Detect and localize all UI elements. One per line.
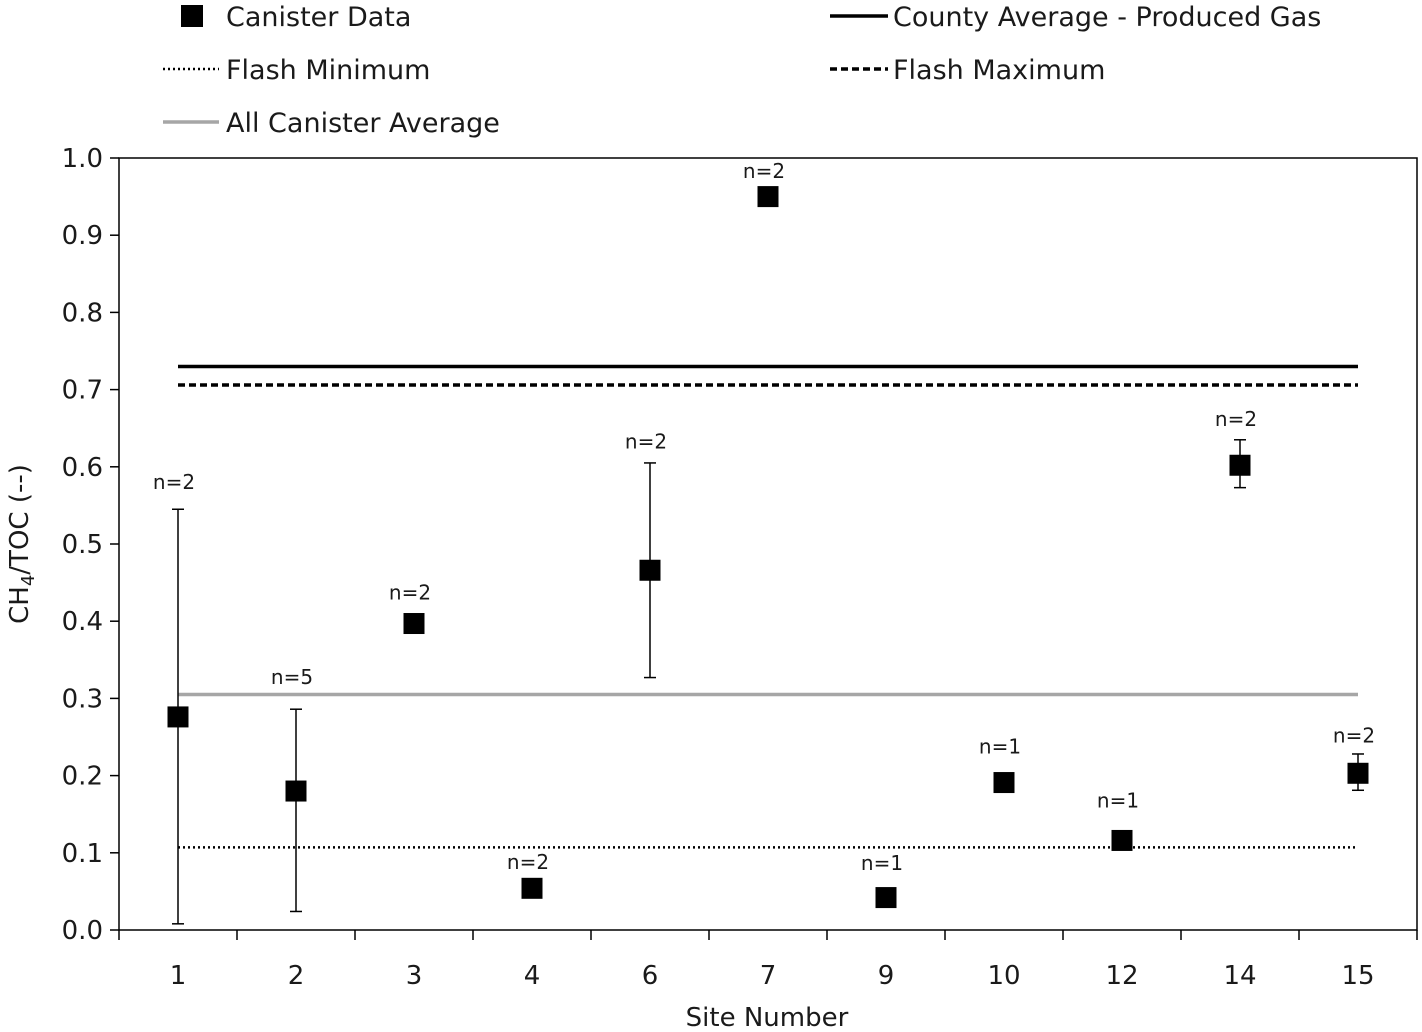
data-point-site-14 bbox=[1229, 454, 1251, 476]
x-tick-label: 4 bbox=[524, 961, 541, 991]
legend-item-flash-minimum: Flash Minimum bbox=[163, 55, 430, 86]
data-point-site-1 bbox=[167, 706, 189, 728]
y-tick-label: 0.3 bbox=[62, 684, 103, 714]
x-axis: 1 2 3 4 6 7 9 10 12 14 15 bbox=[118, 930, 1418, 991]
y-tick-label: 0.6 bbox=[62, 453, 103, 483]
error-bars bbox=[172, 439, 1364, 925]
n-label-site-3: n=2 bbox=[389, 581, 431, 605]
data-point-site-10 bbox=[993, 772, 1015, 794]
y-tick-label: 0.4 bbox=[62, 607, 103, 637]
legend-label: Flash Minimum bbox=[226, 55, 430, 86]
legend-label: County Average - Produced Gas bbox=[893, 2, 1321, 33]
data-point-site-4 bbox=[521, 877, 543, 899]
x-tick-label: 12 bbox=[1105, 961, 1138, 991]
n-label-site-14: n=2 bbox=[1215, 407, 1257, 431]
n-label-site-2: n=5 bbox=[271, 665, 313, 689]
n-label-site-15: n=2 bbox=[1333, 723, 1375, 747]
legend-label: All Canister Average bbox=[226, 108, 500, 139]
legend-item-all-canister-average: All Canister Average bbox=[163, 108, 500, 139]
x-tick-label: 9 bbox=[878, 961, 895, 991]
n-label-site-7: n=2 bbox=[743, 159, 785, 183]
legend-item-flash-maximum: Flash Maximum bbox=[830, 55, 1105, 86]
n-label-site-1: n=2 bbox=[153, 470, 195, 494]
data-point-site-15 bbox=[1347, 762, 1369, 784]
y-axis-title-main: CH bbox=[5, 586, 35, 624]
y-axis: 0.0 0.1 0.2 0.3 0.4 0.5 0.6 0.7 0.8 0.9 1.0 bbox=[62, 144, 119, 946]
x-tick-label: 3 bbox=[406, 961, 423, 991]
n-label-site-4: n=2 bbox=[507, 850, 549, 874]
legend-label: Canister Data bbox=[226, 2, 411, 33]
x-tick-label: 2 bbox=[288, 961, 305, 991]
data-points bbox=[167, 186, 1369, 909]
y-tick-label: 0.7 bbox=[62, 376, 103, 406]
sample-count-labels: n=2 n=5 n=2 n=2 n=2 n=2 n=1 n=1 n=1 n=2 n=2 bbox=[153, 159, 1375, 875]
plot-area-frame bbox=[118, 157, 1418, 931]
x-tick-label: 7 bbox=[760, 961, 777, 991]
legend: Canister Data County Average - Produced … bbox=[163, 2, 1321, 139]
data-point-site-12 bbox=[1111, 829, 1133, 851]
y-axis-title-subscript: 4 bbox=[18, 575, 39, 586]
legend-item-county-average: County Average - Produced Gas bbox=[830, 2, 1321, 33]
y-axis-title-rest: /TOC (--) bbox=[5, 464, 35, 575]
data-point-site-2 bbox=[285, 780, 307, 802]
x-tick-label: 15 bbox=[1341, 961, 1374, 991]
x-tick-label: 10 bbox=[987, 961, 1020, 991]
y-tick-label: 1.0 bbox=[62, 144, 103, 174]
data-point-site-6 bbox=[639, 559, 661, 581]
n-label-site-12: n=1 bbox=[1097, 788, 1139, 812]
y-tick-label: 0.0 bbox=[62, 916, 103, 946]
legend-square-marker-icon bbox=[181, 5, 203, 27]
x-tick-label: 6 bbox=[642, 961, 659, 991]
y-axis-title: CH4/TOC (--) bbox=[5, 464, 39, 624]
y-tick-label: 0.8 bbox=[62, 298, 103, 328]
data-point-site-9 bbox=[875, 887, 897, 909]
y-tick-label: 0.5 bbox=[62, 530, 103, 560]
y-tick-label: 0.2 bbox=[62, 762, 103, 792]
y-tick-label: 0.1 bbox=[62, 839, 103, 869]
y-tick-label: 0.9 bbox=[62, 221, 103, 251]
x-axis-title: Site Number bbox=[686, 1003, 849, 1032]
n-label-site-9: n=1 bbox=[861, 851, 903, 875]
x-tick-label: 14 bbox=[1223, 961, 1256, 991]
x-tick-label: 1 bbox=[170, 961, 187, 991]
data-point-site-7 bbox=[757, 186, 779, 208]
reference-lines bbox=[178, 364, 1358, 849]
data-point-site-3 bbox=[403, 613, 425, 635]
legend-label: Flash Maximum bbox=[893, 55, 1105, 86]
legend-item-canister-data: Canister Data bbox=[181, 2, 411, 33]
n-label-site-10: n=1 bbox=[979, 734, 1021, 758]
n-label-site-6: n=2 bbox=[625, 429, 667, 453]
